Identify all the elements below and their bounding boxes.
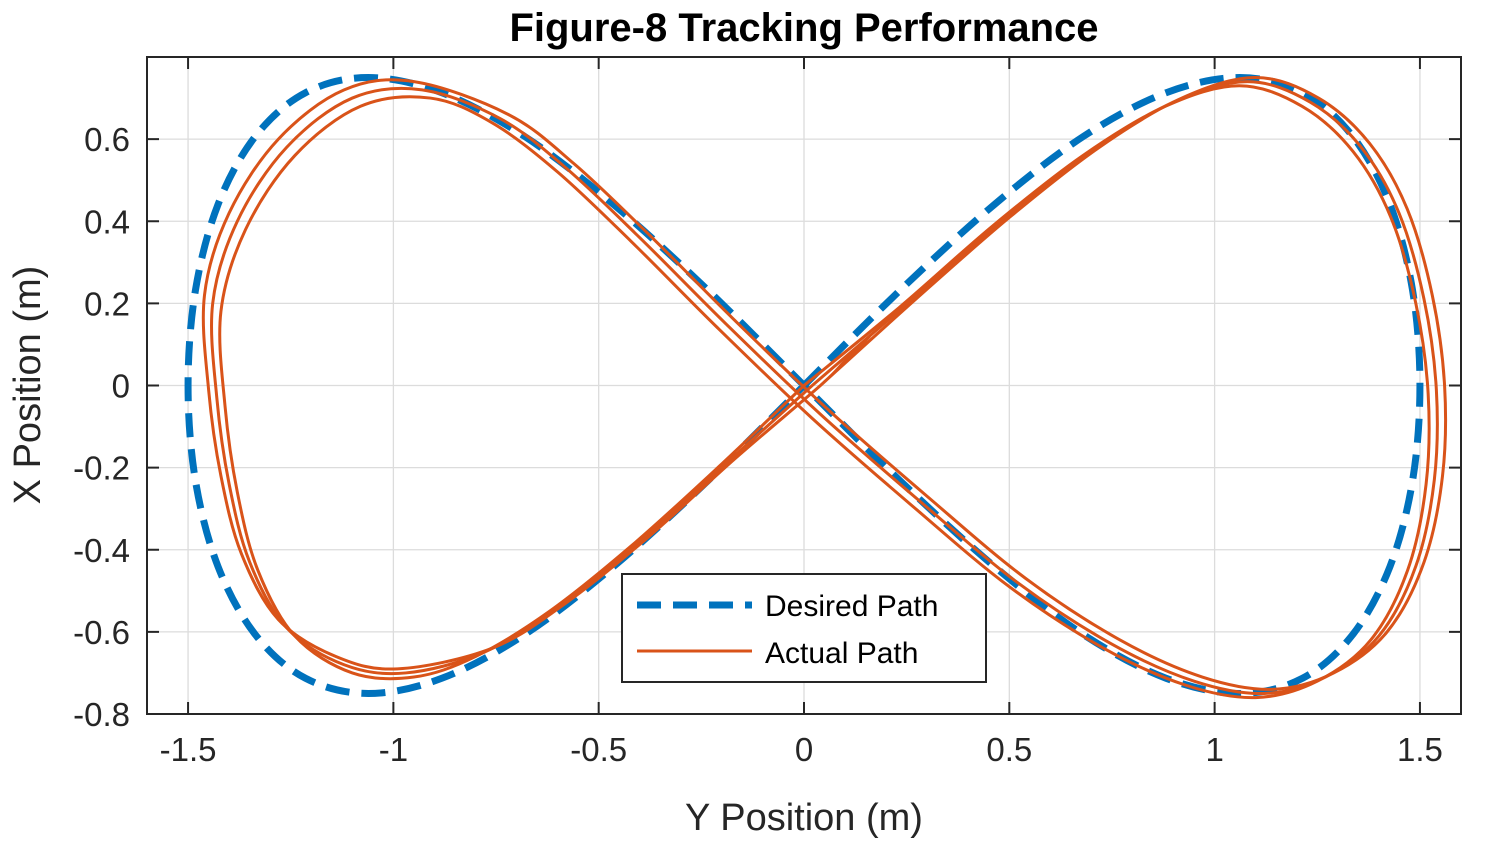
y-axis-label: X Position (m): [7, 266, 49, 505]
x-tick-label: -0.5: [570, 731, 627, 768]
actual-path-line: [210, 80, 1439, 695]
x-tick-label: -1.5: [160, 731, 217, 768]
ticks: [147, 57, 1461, 715]
y-tick-label: -0.4: [73, 532, 130, 569]
x-tick-labels: -1.5 -1 -0.5 0 0.5 1 1.5: [160, 731, 1443, 768]
x-tick-label: 0: [795, 731, 813, 768]
actual-path-series: [201, 76, 1448, 700]
x-tick-label: -1: [379, 731, 408, 768]
x-tick-label: 1: [1205, 731, 1223, 768]
x-tick-label: 1.5: [1397, 731, 1443, 768]
x-axis-label: Y Position (m): [685, 797, 923, 839]
axes-box: [146, 56, 1462, 715]
y-tick-labels: -0.8 -0.6 -0.4 -0.2 0 0.2 0.4 0.6: [73, 121, 130, 733]
legend-actual-label: Actual Path: [765, 637, 918, 670]
y-tick-label: 0.2: [84, 285, 130, 322]
y-tick-label: 0.6: [84, 121, 130, 158]
legend-desired-label: Desired Path: [765, 590, 938, 623]
y-tick-label: -0.2: [73, 450, 130, 487]
legend: Desired Path Actual Path: [621, 573, 987, 683]
y-tick-label: -0.6: [73, 614, 130, 651]
y-tick-label: -0.8: [73, 696, 130, 733]
y-tick-label: 0.4: [84, 203, 130, 240]
y-tick-label: 0: [112, 368, 130, 405]
x-tick-label: 0.5: [986, 731, 1032, 768]
actual-path-line: [201, 76, 1448, 691]
legend-box: [621, 573, 987, 683]
chart-title: Figure-8 Tracking Performance: [509, 6, 1098, 50]
